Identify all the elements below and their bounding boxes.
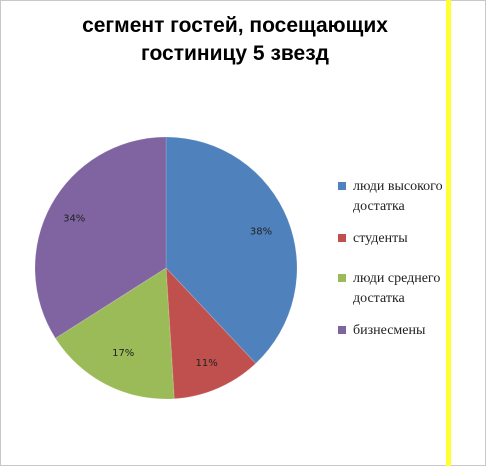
legend-swatch-students [338, 234, 346, 242]
data-label-businessmen: 34% [63, 214, 85, 225]
pie-slice-middle-income [54, 267, 175, 400]
legend-label-middle-income: люди среднего достатка [353, 271, 441, 306]
chart-title-line-1: сегмент гостей, посещающих [82, 14, 388, 37]
legend-swatch-high-income [338, 182, 346, 190]
data-label-high-income: 38% [250, 226, 272, 237]
legend-swatch-businessmen [338, 326, 346, 334]
chart-title: сегмент гостей, посещающих гостиницу 5 з… [40, 12, 430, 68]
yellow-divider [446, 0, 451, 466]
legend-item-businessmen: бизнесмены [338, 321, 446, 341]
chart-title-line-2: гостиницу 5 звезд [141, 42, 329, 65]
legend-label-high-income: люди высокого достатка [353, 179, 443, 214]
data-label-students: 11% [195, 358, 217, 369]
legend-item-students: студенты [338, 229, 446, 249]
legend-label-students: студенты [353, 231, 408, 246]
pie-slice-high-income [165, 136, 298, 365]
data-label-middle-income: 17% [112, 348, 134, 359]
pie-slice-students [165, 266, 257, 400]
legend-swatch-middle-income [338, 274, 346, 282]
chart-legend: люди высокого достатка студенты люди сре… [338, 177, 446, 353]
pie-slice-businessmen [34, 136, 167, 339]
legend-item-middle-income: люди среднего достатка [338, 269, 446, 309]
legend-label-businessmen: бизнесмены [353, 323, 426, 338]
legend-item-high-income: люди высокого достатка [338, 177, 446, 217]
